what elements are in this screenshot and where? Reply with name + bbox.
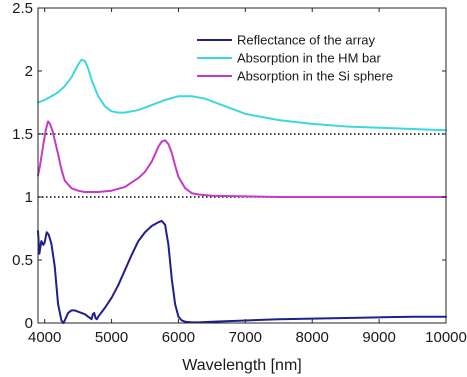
x-axis: 4000 5000 6000 7000 8000 9000 10000: [28, 8, 467, 346]
x-tick-label: 7000: [229, 329, 262, 346]
x-tick-label: 4000: [28, 329, 61, 346]
legend: Reflectance of the array Absorption in th…: [197, 33, 393, 84]
series-line-0: [37, 219, 447, 324]
x-tick-label: 9000: [362, 329, 395, 346]
x-tick-label: 8000: [296, 329, 329, 346]
y-tick-label: 2: [25, 63, 33, 80]
y-tick-label: 1.5: [12, 126, 33, 143]
series-line-1: [37, 58, 447, 132]
y-axis: 0 0.5 1 1.5 2 2.5: [12, 0, 446, 332]
legend-label-0: Reflectance of the array: [237, 33, 376, 48]
series-line-2: [37, 120, 447, 198]
series-layer: [37, 58, 447, 324]
y-tick-label: 1: [25, 189, 33, 206]
x-tick-label: 10000: [425, 329, 467, 346]
y-tick-label: 2.5: [12, 0, 33, 17]
legend-label-2: Absorption in the Si sphere: [237, 69, 393, 84]
x-axis-title: Wavelength [nm]: [182, 357, 301, 374]
y-tick-label: 0.5: [12, 252, 33, 269]
legend-label-1: Absorption in the HM bar: [237, 51, 381, 66]
y-tick-label: 0: [25, 315, 33, 332]
x-tick-label: 6000: [162, 329, 195, 346]
plot-frame: [37, 7, 447, 324]
plot-area: [38, 8, 446, 323]
x-tick-label: 5000: [95, 329, 128, 346]
